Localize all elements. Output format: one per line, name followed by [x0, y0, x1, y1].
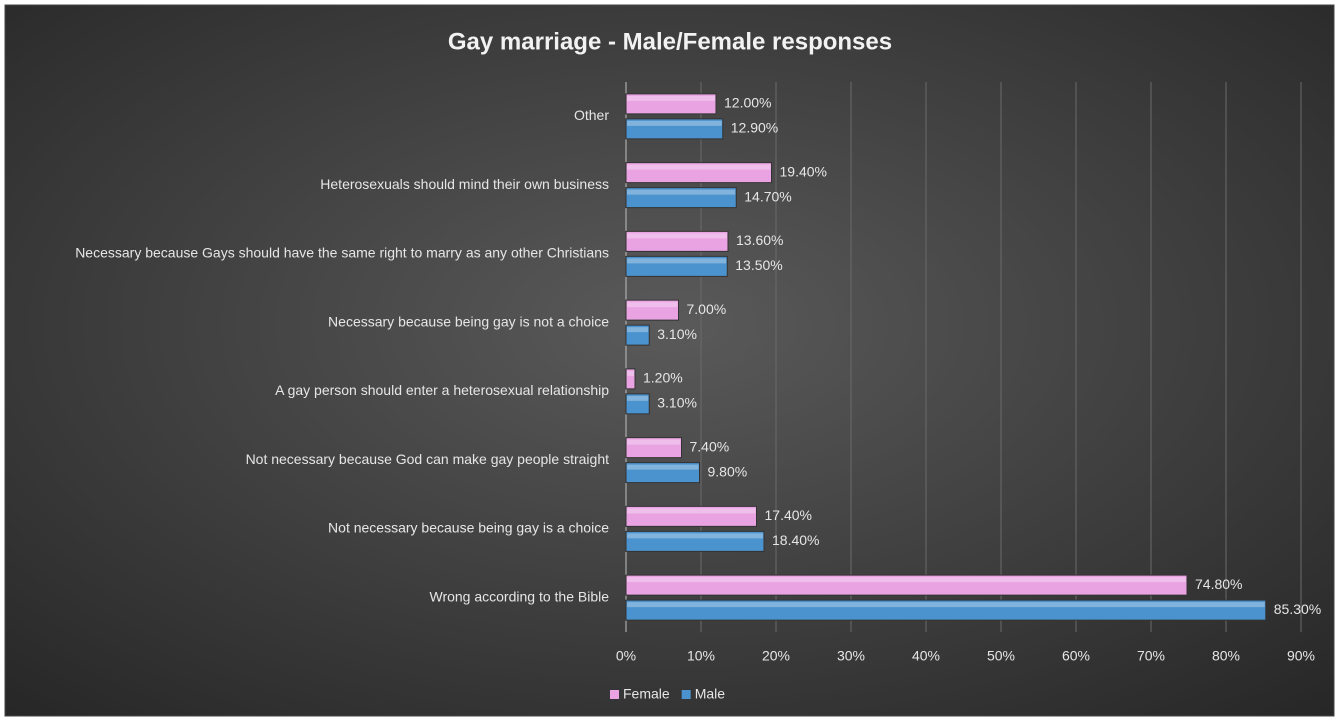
x-tick-label: 40%: [912, 648, 940, 664]
data-label: 1.20%: [643, 370, 683, 386]
bar-highlight: [627, 370, 634, 376]
bar: [625, 255, 728, 277]
bar-highlight: [627, 95, 715, 101]
bar: [625, 93, 717, 115]
bar-highlight: [627, 533, 763, 539]
y-tick-label: A gay person should enter a heterosexual…: [275, 382, 609, 398]
bar: [625, 162, 772, 184]
y-tick-label: Necessary because Gays should have the s…: [75, 245, 609, 261]
data-label: 13.50%: [735, 257, 782, 273]
bar: [625, 230, 729, 252]
bar: [625, 299, 679, 321]
bar-highlight: [627, 395, 649, 401]
data-label: 3.10%: [657, 395, 697, 411]
bar: [625, 599, 1267, 621]
data-label: 7.40%: [690, 438, 730, 454]
y-tick-label: Not necessary because God can make gay p…: [246, 451, 610, 467]
bar-highlight: [627, 233, 727, 239]
x-tick-label: 30%: [837, 648, 865, 664]
x-tick-label: 20%: [762, 648, 790, 664]
bar: [625, 574, 1188, 596]
bar: [625, 393, 650, 415]
x-tick-label: 50%: [987, 648, 1015, 664]
bar: [625, 505, 757, 527]
legend-marker: [681, 690, 691, 699]
bar-highlight: [627, 120, 722, 126]
data-label: 18.40%: [772, 532, 819, 548]
bar: [625, 118, 724, 140]
bar-highlight: [627, 189, 736, 195]
bar-highlight: [627, 258, 727, 264]
data-label: 13.60%: [736, 232, 783, 248]
data-label: 9.80%: [708, 463, 748, 479]
x-tick-label: 10%: [687, 648, 715, 664]
x-tick-label: 70%: [1137, 648, 1165, 664]
bar-highlight: [627, 508, 756, 514]
y-tick-label: Wrong according to the Bible: [429, 588, 609, 604]
data-label: 74.80%: [1195, 576, 1242, 592]
y-tick-label: Heterosexuals should mind their own busi…: [320, 176, 609, 192]
bar-highlight: [627, 602, 1265, 608]
bar: [625, 437, 682, 459]
bar-highlight: [627, 302, 678, 308]
bar: [625, 462, 700, 484]
legend-label: Female: [623, 686, 670, 702]
y-tick-label: Necessary because being gay is not a cho…: [328, 313, 609, 329]
data-label: 14.70%: [744, 188, 791, 204]
x-tick-label: 80%: [1212, 648, 1240, 664]
bar: [625, 324, 650, 346]
bar: [625, 530, 765, 552]
data-label: 17.40%: [765, 507, 812, 523]
y-tick-label: Not necessary because being gay is a cho…: [328, 520, 609, 536]
data-label: 7.00%: [687, 301, 727, 317]
bar-highlight: [627, 327, 649, 333]
legend-marker: [610, 690, 619, 699]
y-tick-label: Other: [574, 107, 609, 123]
data-label: 12.90%: [731, 120, 778, 136]
data-label: 19.40%: [780, 163, 827, 179]
bar-highlight: [627, 439, 681, 445]
x-tick-label: 90%: [1287, 648, 1315, 664]
x-tick-label: 0%: [616, 648, 636, 664]
legend-label: Male: [695, 686, 726, 702]
bar-highlight: [627, 464, 699, 470]
data-label: 3.10%: [657, 326, 697, 342]
bar-highlight: [627, 577, 1186, 583]
data-label: 85.30%: [1274, 601, 1321, 617]
x-tick-label: 60%: [1062, 648, 1090, 664]
bar: [625, 187, 737, 209]
bar: [625, 368, 636, 390]
bar-highlight: [627, 164, 771, 170]
data-label: 12.00%: [724, 95, 771, 111]
chart-title: Gay marriage - Male/Female responses: [448, 28, 892, 55]
